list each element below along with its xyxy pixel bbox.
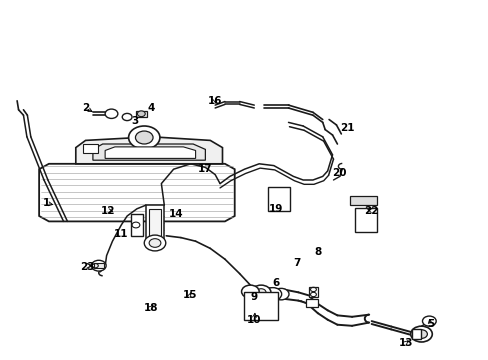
Text: 9: 9 [250,292,257,302]
Circle shape [149,239,161,247]
Circle shape [241,285,259,298]
Circle shape [137,111,145,117]
Polygon shape [105,147,195,158]
Text: 7: 7 [293,258,301,268]
Text: 20: 20 [332,168,346,178]
Bar [305,299,317,307]
Text: 21: 21 [339,123,354,133]
Bar [145,205,164,245]
Circle shape [122,113,132,121]
Bar [136,111,146,117]
Bar [354,208,376,232]
Text: 6: 6 [272,278,279,288]
Text: 17: 17 [198,164,212,174]
Circle shape [422,316,435,326]
Text: 4: 4 [147,103,155,113]
Circle shape [264,288,281,301]
Bar [244,292,277,320]
Text: 23: 23 [80,262,94,272]
Bar [94,263,103,268]
Text: 11: 11 [114,229,128,239]
Polygon shape [76,137,222,164]
Bar [411,329,420,339]
Text: 8: 8 [314,247,321,257]
Circle shape [91,260,106,271]
Bar [308,287,317,297]
Text: 19: 19 [268,204,283,214]
Circle shape [256,289,265,296]
Text: 18: 18 [143,303,158,313]
Bar [83,144,98,153]
Text: 16: 16 [207,96,222,106]
Circle shape [105,109,118,118]
Bar [131,214,143,236]
Circle shape [415,330,427,338]
Circle shape [410,326,431,342]
Circle shape [144,235,165,251]
Text: 12: 12 [100,206,115,216]
Bar [149,209,161,239]
Bar [267,187,289,211]
Circle shape [128,126,160,149]
Polygon shape [39,164,234,221]
Text: 15: 15 [182,290,197,300]
Text: 14: 14 [168,209,183,219]
Text: 10: 10 [246,315,261,325]
Circle shape [273,288,288,300]
Text: 22: 22 [364,206,378,216]
Bar [349,196,376,205]
Text: 2: 2 [82,103,89,113]
Text: 5: 5 [426,319,433,329]
Polygon shape [93,144,205,160]
Text: 3: 3 [131,116,138,126]
Text: 13: 13 [398,338,412,348]
Circle shape [251,285,270,300]
Text: 1: 1 [43,198,50,208]
Circle shape [135,131,153,144]
